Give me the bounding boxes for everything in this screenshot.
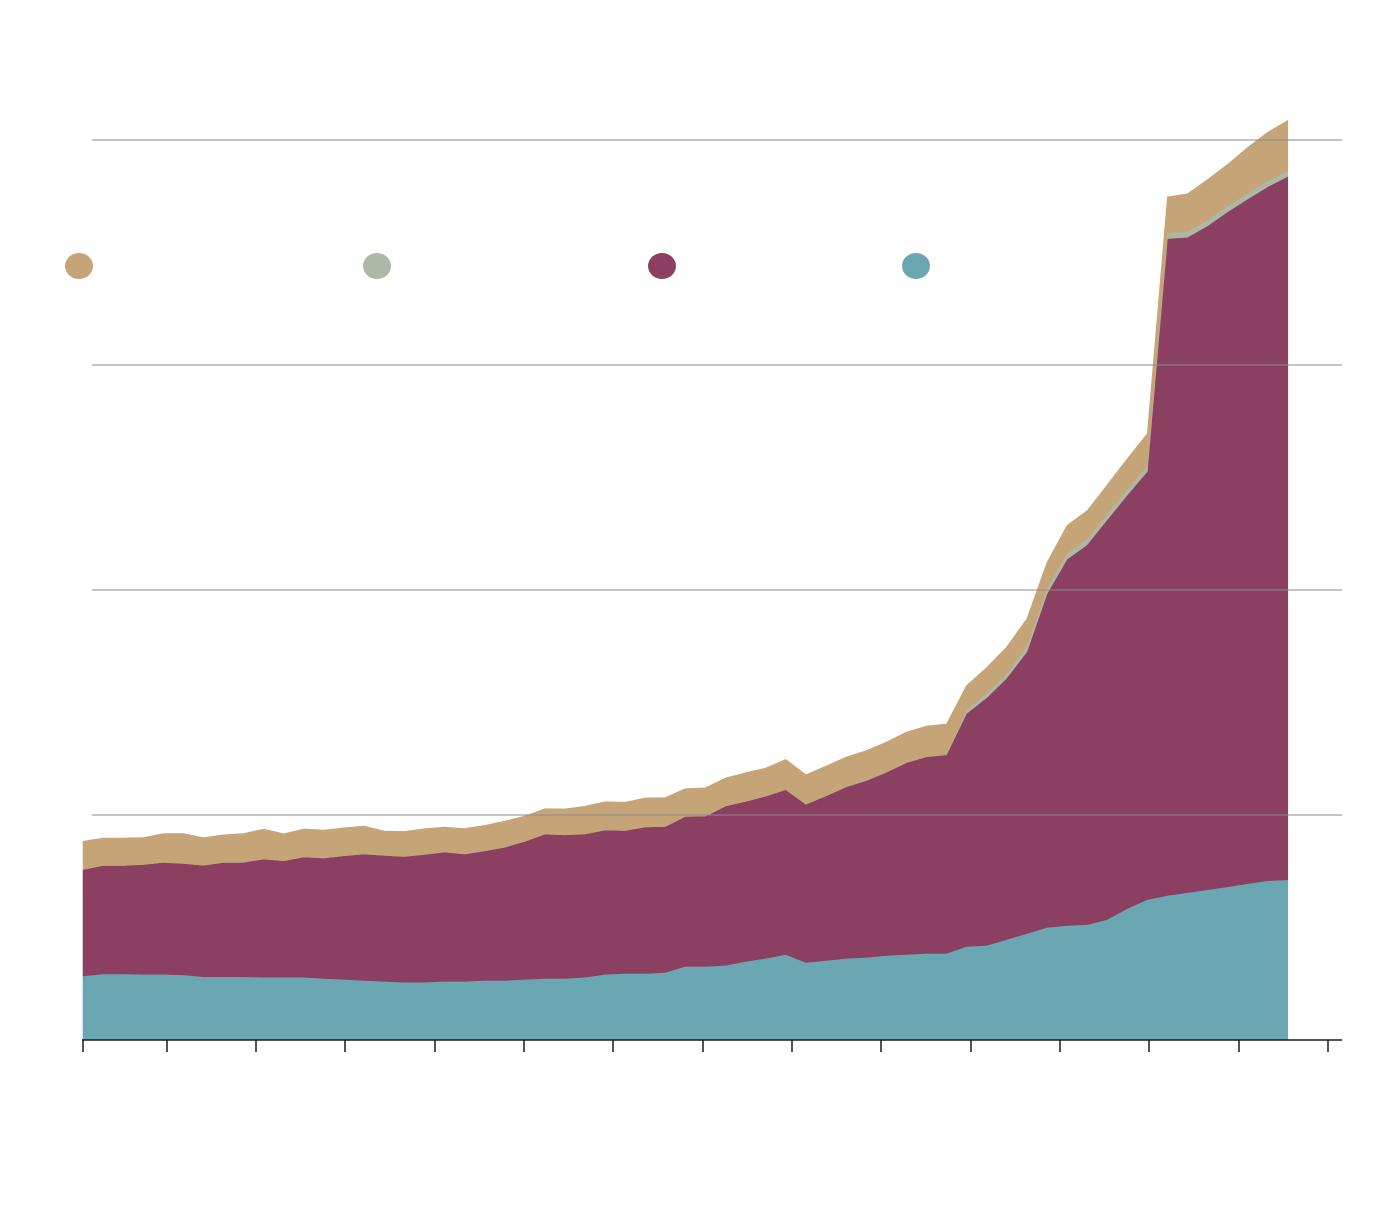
legend-swatch-series-3 (363, 253, 391, 279)
x-axis (82, 1039, 1342, 1052)
legend (65, 253, 930, 279)
area-series-4 (82, 119, 1289, 870)
area-layers (82, 119, 1289, 1041)
legend-swatch-series-2 (648, 253, 676, 279)
gridlines (92, 139, 1342, 816)
area-series-2 (82, 175, 1289, 983)
legend-swatch-series-4 (65, 253, 93, 279)
legend-swatch-series-1 (902, 253, 930, 279)
